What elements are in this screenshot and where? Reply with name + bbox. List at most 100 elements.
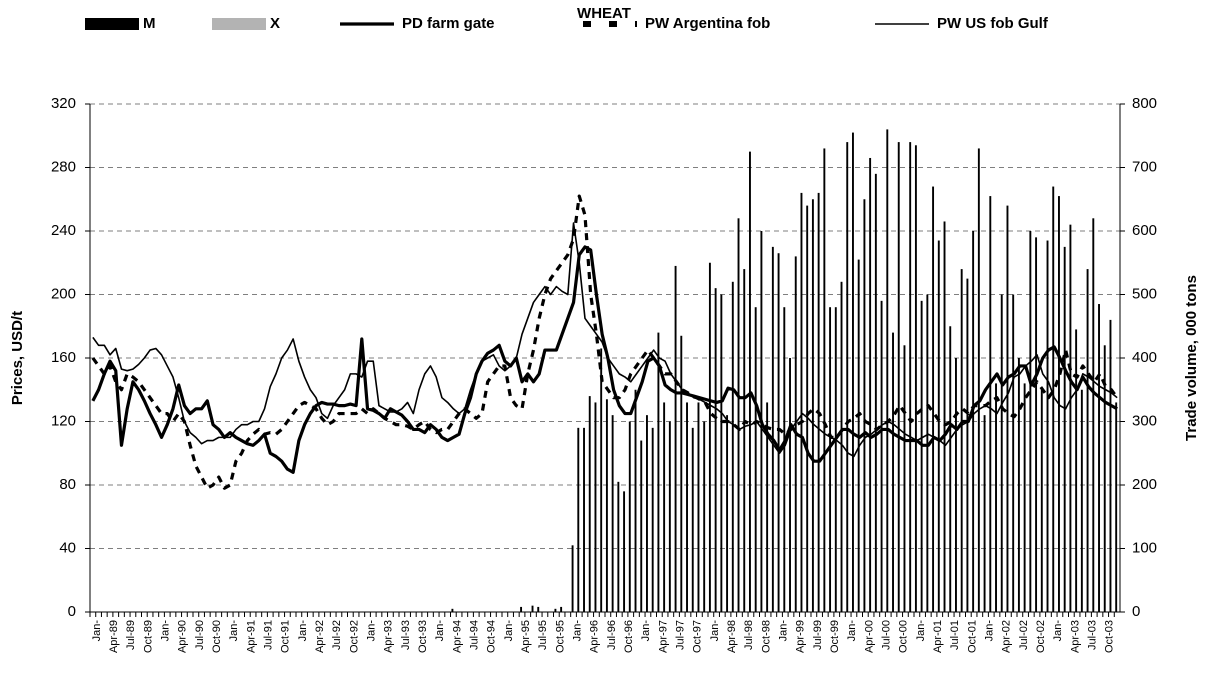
x-tick-label: Jan- bbox=[709, 620, 721, 642]
bar bbox=[731, 281, 734, 612]
bar bbox=[1086, 269, 1089, 612]
bar bbox=[1109, 319, 1112, 612]
bar bbox=[743, 269, 746, 612]
x-tick-label: Oct-91 bbox=[280, 620, 292, 653]
bar bbox=[617, 481, 620, 612]
y2-tick-label: 100 bbox=[1132, 539, 1157, 556]
bar bbox=[1017, 358, 1020, 612]
bar bbox=[834, 307, 837, 612]
x-tick-label: Jul-99 bbox=[812, 620, 824, 650]
x-tick-label: Oct-02 bbox=[1035, 620, 1047, 653]
bar bbox=[623, 491, 626, 612]
chart-title: WHEAT bbox=[577, 5, 631, 22]
y2-axis-label: Trade volume, 000 tons bbox=[1183, 275, 1200, 441]
bar bbox=[680, 335, 683, 612]
bar bbox=[771, 246, 774, 612]
x-tick-label: Jul-96 bbox=[606, 620, 618, 650]
bar bbox=[852, 132, 854, 612]
x-tick-label: Jul-89 bbox=[125, 620, 137, 650]
bar bbox=[531, 605, 534, 612]
x-tick-label: Jan- bbox=[1052, 620, 1064, 642]
legend-label: PW Argentina fob bbox=[645, 15, 770, 32]
x-tick-label: Apr-02 bbox=[1001, 620, 1013, 653]
x-tick-label: Jul-97 bbox=[674, 620, 686, 650]
bar bbox=[943, 221, 946, 612]
bar bbox=[537, 606, 540, 612]
y2-tick-label: 600 bbox=[1132, 222, 1157, 239]
x-tick-label: Oct-97 bbox=[692, 620, 704, 653]
x-tick-label: Oct-94 bbox=[486, 620, 498, 653]
x-tick-label: Apr-92 bbox=[314, 620, 326, 653]
bar bbox=[1023, 383, 1026, 612]
bar bbox=[634, 389, 637, 612]
bar bbox=[451, 608, 454, 612]
bar bbox=[714, 288, 717, 612]
bar bbox=[577, 427, 580, 612]
bar bbox=[600, 348, 603, 612]
bar bbox=[966, 278, 969, 612]
bar bbox=[520, 606, 523, 612]
bar bbox=[811, 199, 814, 612]
bar bbox=[720, 294, 723, 612]
bar bbox=[611, 415, 614, 612]
bar bbox=[1046, 240, 1049, 612]
bar bbox=[989, 196, 992, 612]
x-tick-label: Jan- bbox=[159, 620, 171, 642]
x-tick-label: Jan- bbox=[365, 620, 377, 642]
bar bbox=[1006, 205, 1009, 612]
bar bbox=[932, 186, 935, 613]
x-tick-label: Apr-97 bbox=[657, 620, 669, 653]
x-tick-label: Oct-89 bbox=[142, 620, 154, 653]
legend-swatch bbox=[85, 18, 139, 30]
x-tick-label: Apr-03 bbox=[1069, 620, 1081, 653]
x-tick-label: Jul-00 bbox=[880, 620, 892, 650]
x-tick-label: Jan- bbox=[91, 620, 103, 642]
bar bbox=[686, 402, 688, 612]
x-tick-label: Oct-99 bbox=[829, 620, 841, 653]
bar bbox=[754, 307, 757, 612]
bar bbox=[1012, 294, 1015, 612]
bar bbox=[766, 402, 769, 612]
bar bbox=[869, 157, 872, 612]
bar bbox=[554, 608, 557, 612]
bar bbox=[628, 421, 631, 612]
bar bbox=[926, 294, 929, 612]
bar bbox=[703, 421, 706, 612]
x-tick-label: Oct-93 bbox=[417, 620, 429, 653]
bar bbox=[823, 148, 826, 612]
bar bbox=[846, 142, 849, 612]
x-tick-label: Jan- bbox=[777, 620, 789, 642]
bar bbox=[646, 415, 648, 612]
bar bbox=[892, 332, 894, 612]
legend-label: X bbox=[270, 15, 280, 32]
bar bbox=[708, 262, 711, 612]
bar bbox=[880, 300, 883, 612]
x-tick-label: Jul-02 bbox=[1018, 620, 1030, 650]
y2-tick-label: 500 bbox=[1132, 285, 1157, 302]
y2-tick-label: 400 bbox=[1132, 349, 1157, 366]
bar bbox=[737, 218, 740, 613]
x-tick-label: Jan- bbox=[640, 620, 652, 642]
y-tick-label: 200 bbox=[51, 285, 76, 302]
bar bbox=[668, 421, 671, 612]
bar bbox=[937, 240, 940, 612]
x-tick-label: Apr-95 bbox=[520, 620, 532, 653]
bar bbox=[1029, 231, 1032, 612]
y-tick-label: 280 bbox=[51, 158, 76, 175]
bar bbox=[571, 545, 574, 612]
y2-tick-label: 800 bbox=[1132, 95, 1157, 112]
x-tick-label: Jan- bbox=[846, 620, 858, 642]
bar bbox=[640, 440, 643, 612]
bar bbox=[874, 173, 877, 612]
bar bbox=[1040, 389, 1043, 612]
x-tick-label: Apr-90 bbox=[177, 620, 189, 653]
y-axis-label: Prices, USD/t bbox=[9, 311, 26, 405]
bar bbox=[657, 332, 660, 612]
x-tick-label: Jan- bbox=[228, 620, 240, 642]
legend-label: PD farm gate bbox=[402, 15, 495, 32]
bar bbox=[977, 148, 980, 612]
x-tick-label: Oct-92 bbox=[348, 620, 360, 653]
bar bbox=[914, 145, 917, 612]
bar bbox=[829, 307, 832, 612]
